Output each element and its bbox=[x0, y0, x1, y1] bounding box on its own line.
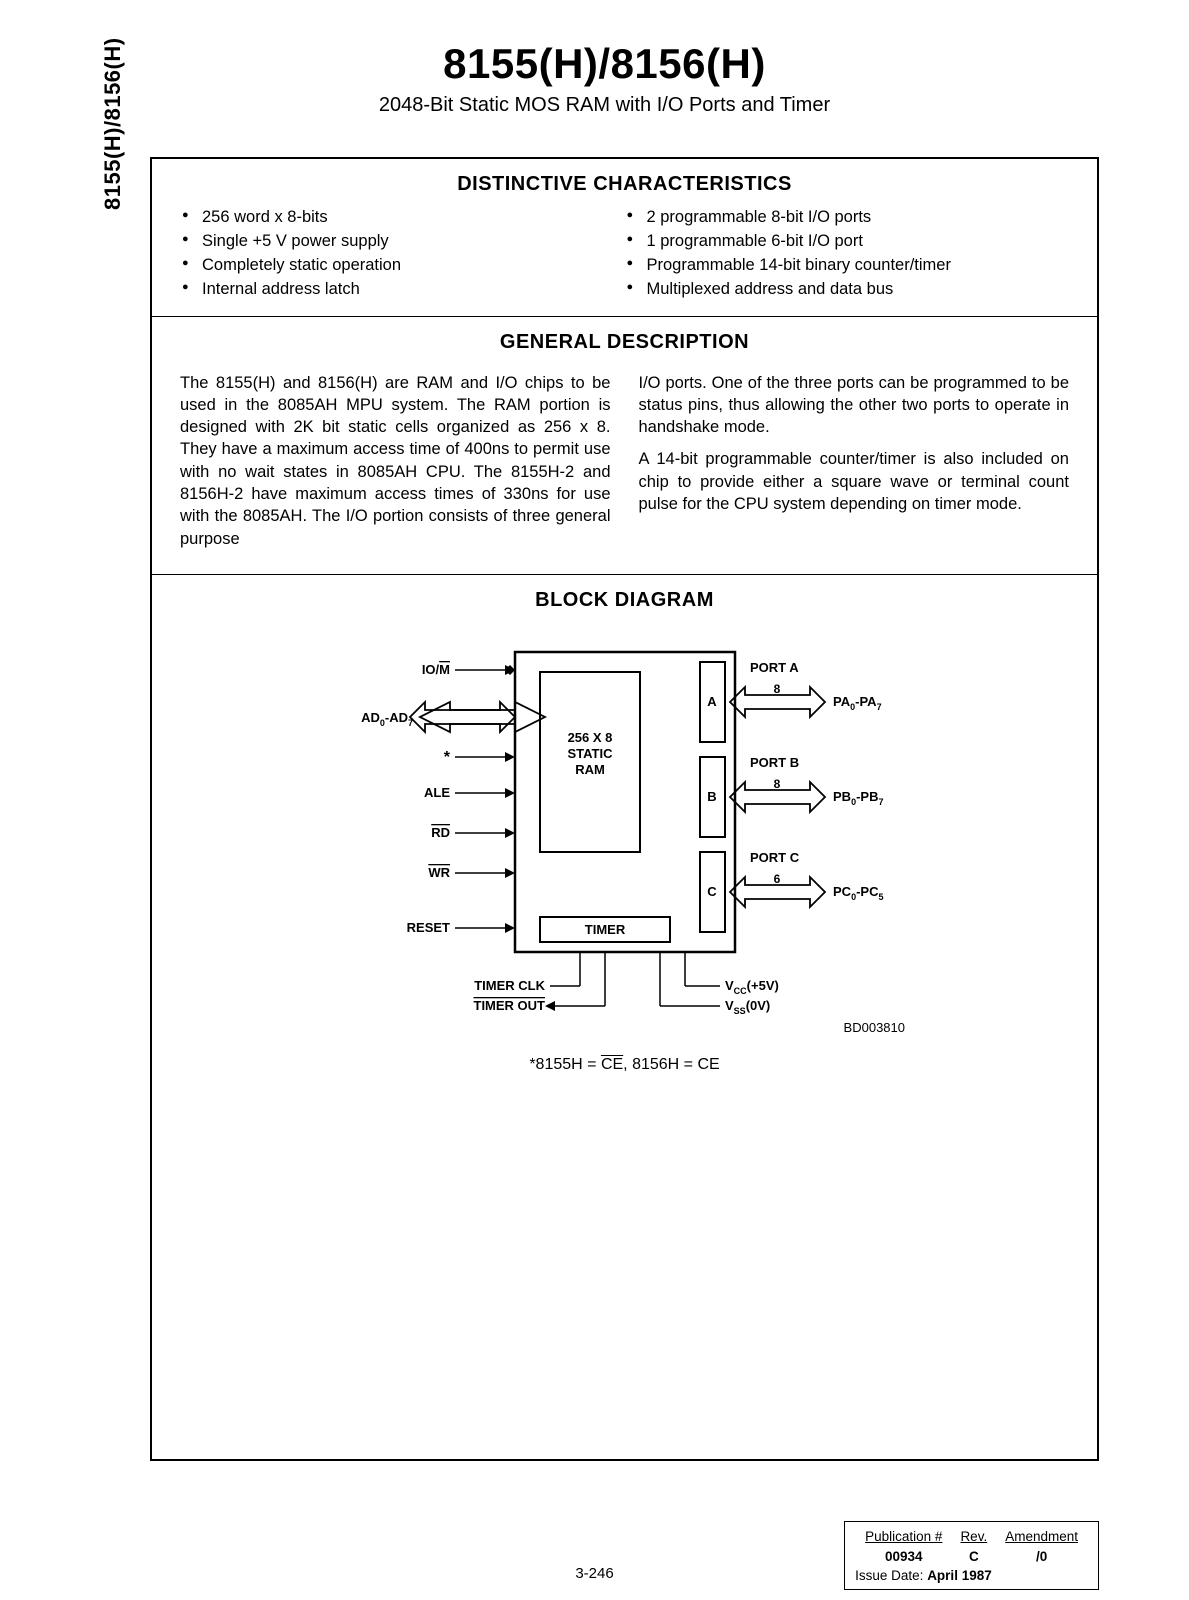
pub-header: Rev. bbox=[952, 1528, 995, 1546]
footnote-ce-bar: CE bbox=[601, 1056, 623, 1073]
block-heading: BLOCK DIAGRAM bbox=[152, 575, 1097, 622]
svg-text:STATIC: STATIC bbox=[567, 746, 613, 761]
distinctive-left-col: 256 word x 8-bits Single +5 V power supp… bbox=[180, 206, 625, 302]
bullet: Internal address latch bbox=[180, 278, 625, 302]
svg-text:256 X 8: 256 X 8 bbox=[567, 730, 612, 745]
page-number: 3-246 bbox=[575, 1565, 613, 1582]
publication-table: Publication # Rev. Amendment 00934 C /0 bbox=[855, 1526, 1088, 1567]
general-heading: GENERAL DESCRIPTION bbox=[152, 317, 1097, 364]
svg-text:IO/M: IO/M bbox=[421, 662, 449, 677]
svg-text:RESET: RESET bbox=[406, 920, 449, 935]
footnote-rest: , 8156H = CE bbox=[623, 1056, 720, 1073]
svg-text:PC0-PC5: PC0-PC5 bbox=[833, 884, 883, 902]
distinctive-bullets: 256 word x 8-bits Single +5 V power supp… bbox=[152, 206, 1097, 316]
bullet: 1 programmable 6-bit I/O port bbox=[625, 230, 1070, 254]
svg-text:BD003810: BD003810 bbox=[843, 1020, 904, 1035]
pub-header: Publication # bbox=[857, 1528, 950, 1546]
svg-text:B: B bbox=[707, 789, 716, 804]
svg-text:PORT A: PORT A bbox=[750, 660, 799, 675]
general-right-p1: I/O ports. One of the three ports can be… bbox=[639, 372, 1070, 439]
side-label: 8155(H)/8156(H) bbox=[100, 37, 126, 210]
general-description: The 8155(H) and 8156(H) are RAM and I/O … bbox=[152, 364, 1097, 574]
bullet: Completely static operation bbox=[180, 254, 625, 278]
datasheet-page: 8155(H)/8156(H) 8155(H)/8156(H) 2048-Bit… bbox=[0, 0, 1189, 1600]
content-frame: DISTINCTIVE CHARACTERISTICS 256 word x 8… bbox=[150, 157, 1099, 1461]
svg-text:A: A bbox=[707, 694, 717, 709]
general-right-p2: A 14-bit programmable counter/timer is a… bbox=[639, 448, 1070, 515]
block-diagram-svg: 256 X 8 STATIC RAM TIMER A B C IO/M bbox=[305, 632, 945, 1052]
issue-date: April 1987 bbox=[927, 1568, 992, 1583]
publication-box: Publication # Rev. Amendment 00934 C /0 … bbox=[844, 1521, 1099, 1590]
svg-text:TIMER: TIMER bbox=[584, 922, 625, 937]
footnote-prefix: *8155H = bbox=[529, 1056, 601, 1073]
distinctive-right-col: 2 programmable 8-bit I/O ports 1 program… bbox=[625, 206, 1070, 302]
svg-text:VSS(0V): VSS(0V) bbox=[725, 998, 770, 1016]
svg-text:TIMER OUT: TIMER OUT bbox=[473, 998, 545, 1013]
bullet: 2 programmable 8-bit I/O ports bbox=[625, 206, 1070, 230]
general-right: I/O ports. One of the three ports can be… bbox=[639, 372, 1070, 560]
svg-text:PORT C: PORT C bbox=[750, 850, 800, 865]
block-footnote: *8155H = CE, 8156H = CE bbox=[180, 1056, 1069, 1074]
svg-text:AD0-AD7: AD0-AD7 bbox=[361, 710, 413, 728]
svg-text:*: * bbox=[443, 749, 450, 766]
issue-label: Issue Date: bbox=[855, 1568, 923, 1583]
svg-text:WR: WR bbox=[428, 865, 450, 880]
svg-text:PA0-PA7: PA0-PA7 bbox=[833, 694, 882, 712]
svg-text:8: 8 bbox=[773, 777, 780, 791]
svg-text:RAM: RAM bbox=[575, 762, 605, 777]
pub-value: C bbox=[952, 1548, 995, 1566]
svg-text:PORT B: PORT B bbox=[750, 755, 799, 770]
bullet: Programmable 14-bit binary counter/timer bbox=[625, 254, 1070, 278]
general-left: The 8155(H) and 8156(H) are RAM and I/O … bbox=[180, 372, 611, 560]
block-diagram: 256 X 8 STATIC RAM TIMER A B C IO/M bbox=[152, 622, 1097, 1084]
bullet: Multiplexed address and data bus bbox=[625, 278, 1070, 302]
svg-text:RD: RD bbox=[431, 825, 450, 840]
svg-text:VCC(+5V): VCC(+5V) bbox=[725, 978, 779, 996]
page-subtitle: 2048-Bit Static MOS RAM with I/O Ports a… bbox=[110, 94, 1099, 117]
svg-text:C: C bbox=[707, 884, 717, 899]
pub-value: /0 bbox=[997, 1548, 1086, 1566]
distinctive-heading: DISTINCTIVE CHARACTERISTICS bbox=[152, 159, 1097, 206]
general-left-text: The 8155(H) and 8156(H) are RAM and I/O … bbox=[180, 372, 611, 550]
issue-date-row: Issue Date: April 1987 bbox=[855, 1567, 1088, 1585]
svg-text:ALE: ALE bbox=[424, 785, 450, 800]
bullet: Single +5 V power supply bbox=[180, 230, 625, 254]
svg-text:PB0-PB7: PB0-PB7 bbox=[833, 789, 883, 807]
page-title: 8155(H)/8156(H) bbox=[110, 40, 1099, 88]
pub-value: 00934 bbox=[857, 1548, 950, 1566]
svg-text:8: 8 bbox=[773, 682, 780, 696]
bullet: 256 word x 8-bits bbox=[180, 206, 625, 230]
svg-text:6: 6 bbox=[773, 872, 780, 886]
pub-header: Amendment bbox=[997, 1528, 1086, 1546]
svg-text:TIMER CLK: TIMER CLK bbox=[474, 978, 545, 993]
